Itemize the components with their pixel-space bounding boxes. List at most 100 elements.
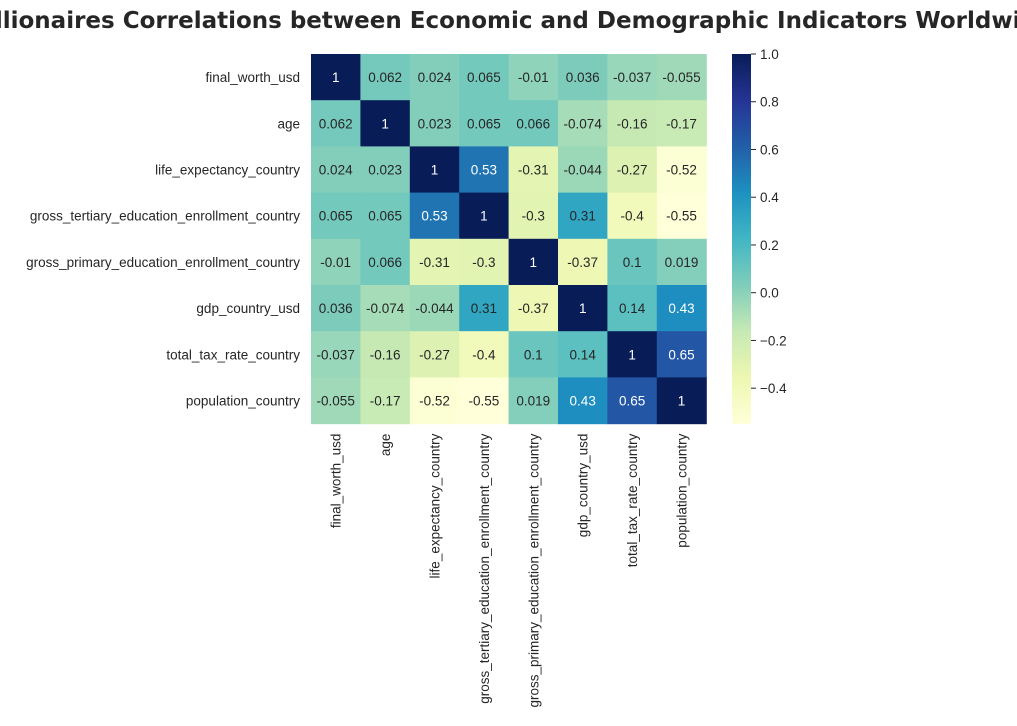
heatmap-cell (459, 377, 510, 425)
cell-value-label: -0.17 (370, 394, 401, 409)
cell-value-label: 0.062 (368, 70, 402, 85)
cell-value-label: 0.065 (467, 70, 501, 85)
heatmap-cell (656, 100, 707, 147)
cell-value-label: 0.036 (566, 70, 600, 85)
cell-value-label: 0.14 (619, 301, 646, 316)
cell-value-label: 1 (431, 163, 439, 178)
colorbar-tick-label: 0.0 (760, 286, 779, 301)
column-tick-label: life_expectancy_country (428, 433, 443, 578)
cell-value-label: -0.037 (317, 347, 355, 362)
row-tick-label: population_country (186, 394, 300, 409)
cell-value-label: 0.1 (524, 347, 543, 362)
cell-value-label: 0.065 (368, 209, 402, 224)
cell-value-label: 0.019 (516, 394, 550, 409)
row-tick-label: final_worth_usd (205, 70, 300, 85)
cell-value-label: -0.52 (666, 163, 697, 178)
heatmap-cell (459, 192, 510, 240)
cell-value-label: -0.3 (472, 255, 495, 270)
heatmap-cell (656, 146, 707, 194)
row-tick-label: gross_tertiary_education_enrollment_coun… (30, 209, 300, 224)
cell-value-label: 0.066 (516, 116, 550, 131)
cell-value-label: 1 (480, 209, 488, 224)
heatmap-cell (311, 285, 361, 332)
column-tick-label: gross_primary_education_enrollment_count… (526, 433, 541, 707)
cell-value-label: 0.65 (619, 394, 645, 409)
heatmap-cell (558, 146, 608, 194)
cell-value-label: 0.024 (319, 163, 353, 178)
cell-value-label: 0.65 (668, 347, 694, 362)
cell-value-label: -0.27 (617, 163, 648, 178)
heatmap-cell (459, 100, 510, 147)
heatmap-cell (607, 238, 658, 286)
cell-value-label: -0.31 (419, 255, 450, 270)
cell-value-label: 0.065 (467, 116, 501, 131)
heatmap-cell (508, 377, 559, 425)
cell-value-label: 0.023 (418, 116, 452, 131)
cell-value-label: -0.31 (518, 163, 549, 178)
heatmap-cell (558, 192, 608, 240)
cell-value-label: -0.17 (666, 116, 697, 131)
column-tick-labels: final_worth_usd age life_expectancy_countr… (329, 433, 690, 707)
heatmap-cell (607, 192, 658, 240)
colorbar-tick-label: 1.0 (760, 47, 779, 62)
colorbar-gradient (732, 54, 751, 424)
heatmap-cell (360, 285, 411, 332)
heatmap-cell (607, 377, 658, 425)
heatmap-cell (508, 238, 559, 286)
heatmap-cell (409, 238, 460, 286)
cell-value-label: -0.01 (518, 70, 549, 85)
cell-value-label: -0.55 (666, 209, 697, 224)
cell-value-label: -0.037 (613, 70, 651, 85)
colorbar-tick-label: 0.4 (760, 190, 779, 205)
heatmap-cell (656, 285, 707, 332)
cell-value-label: -0.52 (419, 394, 450, 409)
heatmap-cell (459, 331, 510, 378)
heatmap-cell (607, 285, 658, 332)
cell-value-label: -0.16 (617, 116, 648, 131)
heatmap-cell (360, 192, 411, 240)
heatmap-cell (508, 285, 559, 332)
cell-value-label: 0.53 (471, 163, 497, 178)
cell-value-label: -0.37 (518, 301, 549, 316)
row-tick-label: age (277, 116, 300, 131)
heatmap-cell (409, 54, 460, 101)
column-tick-label: population_country (675, 433, 690, 547)
heatmap-cell (311, 377, 361, 425)
heatmap-cell (607, 100, 658, 147)
cell-value-label: 1 (628, 347, 636, 362)
heatmap-cell (360, 100, 411, 147)
cell-value-label: -0.074 (366, 301, 405, 316)
heatmap-cells: 1 0.062 0.024 0.065 -0.01 0.036 -0.037 -0.055 0.… (311, 54, 707, 425)
heatmap-cell (360, 331, 411, 378)
heatmap-cell (360, 238, 411, 286)
colorbar-tick-label: 0.8 (760, 95, 779, 110)
heatmap-cell (459, 146, 510, 194)
colorbar-tick-label: −0.4 (760, 381, 787, 396)
heatmap-cell (311, 331, 361, 378)
heatmap-cell (508, 100, 559, 147)
cell-value-label: -0.044 (564, 163, 603, 178)
row-tick-label: total_tax_rate_country (166, 347, 300, 362)
cell-value-label: 0.53 (421, 209, 447, 224)
cell-value-label: 1 (381, 116, 389, 131)
heatmap-cell (409, 285, 460, 332)
cell-value-label: -0.37 (567, 255, 598, 270)
heatmap-cell (311, 100, 361, 147)
cell-value-label: 0.43 (668, 301, 694, 316)
heatmap-cell (409, 331, 460, 378)
cell-value-label: -0.3 (522, 209, 545, 224)
cell-value-label: 0.31 (570, 209, 596, 224)
cell-value-label: -0.055 (317, 394, 355, 409)
cell-value-label: -0.055 (662, 70, 700, 85)
cell-value-label: 0.1 (623, 255, 642, 270)
cell-value-label: -0.55 (469, 394, 500, 409)
cell-value-label: 1 (579, 301, 587, 316)
cell-value-label: 1 (678, 394, 686, 409)
cell-value-label: 0.43 (570, 394, 596, 409)
heatmap-cell (311, 238, 361, 286)
row-tick-label: gdp_country_usd (196, 301, 300, 316)
cell-value-label: 1 (530, 255, 538, 270)
cell-value-label: -0.01 (320, 255, 351, 270)
colorbar-tick-label: 0.6 (760, 142, 779, 157)
heatmap-cell (459, 238, 510, 286)
